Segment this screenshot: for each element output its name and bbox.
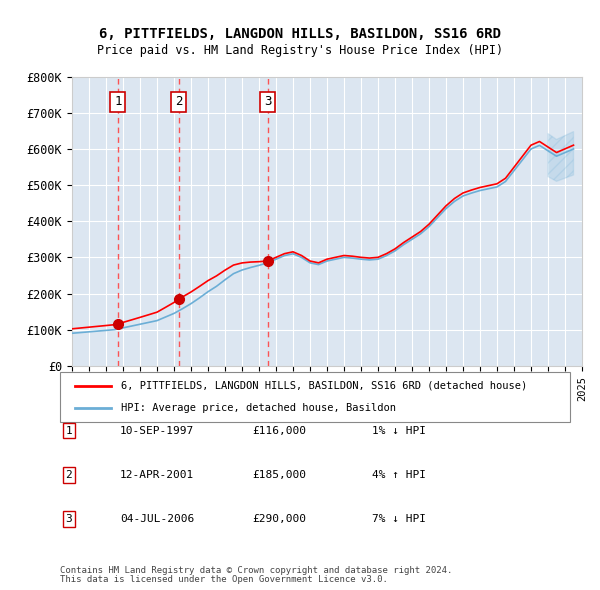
Text: 3: 3 <box>65 514 73 524</box>
FancyBboxPatch shape <box>60 372 570 422</box>
Text: 4% ↑ HPI: 4% ↑ HPI <box>372 470 426 480</box>
Text: £116,000: £116,000 <box>252 426 306 435</box>
Text: 3: 3 <box>264 96 271 109</box>
Text: This data is licensed under the Open Government Licence v3.0.: This data is licensed under the Open Gov… <box>60 575 388 584</box>
Text: £290,000: £290,000 <box>252 514 306 524</box>
Text: Price paid vs. HM Land Registry's House Price Index (HPI): Price paid vs. HM Land Registry's House … <box>97 44 503 57</box>
Text: 1: 1 <box>114 96 122 109</box>
Text: £185,000: £185,000 <box>252 470 306 480</box>
Text: 1: 1 <box>65 426 73 435</box>
Text: 6, PITTFIELDS, LANGDON HILLS, BASILDON, SS16 6RD (detached house): 6, PITTFIELDS, LANGDON HILLS, BASILDON, … <box>121 381 527 391</box>
Text: 12-APR-2001: 12-APR-2001 <box>120 470 194 480</box>
Text: 2: 2 <box>175 96 182 109</box>
Text: 10-SEP-1997: 10-SEP-1997 <box>120 426 194 435</box>
Text: HPI: Average price, detached house, Basildon: HPI: Average price, detached house, Basi… <box>121 403 396 413</box>
Text: Contains HM Land Registry data © Crown copyright and database right 2024.: Contains HM Land Registry data © Crown c… <box>60 566 452 575</box>
Text: 7% ↓ HPI: 7% ↓ HPI <box>372 514 426 524</box>
Text: 04-JUL-2006: 04-JUL-2006 <box>120 514 194 524</box>
Text: 2: 2 <box>65 470 73 480</box>
Text: 1% ↓ HPI: 1% ↓ HPI <box>372 426 426 435</box>
Text: 6, PITTFIELDS, LANGDON HILLS, BASILDON, SS16 6RD: 6, PITTFIELDS, LANGDON HILLS, BASILDON, … <box>99 27 501 41</box>
